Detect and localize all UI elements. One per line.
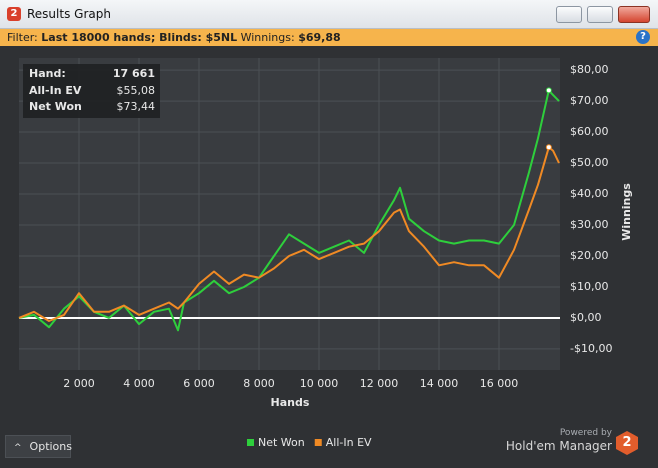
- product-logo: 2: [616, 431, 638, 455]
- tooltip: Hand: 17 661 All-In EV $55,08 Net Won $7…: [23, 64, 160, 118]
- legend-label: Net Won: [258, 436, 305, 449]
- title-bar: 2 Results Graph: [0, 0, 658, 29]
- y-axis-label: Winnings: [620, 183, 633, 241]
- y-tick-label: $30,00: [570, 218, 609, 231]
- window-title: Results Graph: [27, 7, 111, 21]
- help-button[interactable]: ?: [636, 30, 650, 44]
- y-tick-label: $40,00: [570, 187, 609, 200]
- hover-point: [545, 144, 552, 151]
- winnings-value: $69,88: [298, 31, 341, 44]
- minimize-button[interactable]: [556, 6, 582, 23]
- y-tick-label: $10,00: [570, 280, 609, 293]
- legend-swatch: [247, 439, 254, 446]
- y-tick-label: $50,00: [570, 156, 609, 169]
- x-tick-label: 16 000: [480, 377, 519, 390]
- y-tick-label: $70,00: [570, 94, 609, 107]
- x-axis-label: Hands: [271, 396, 310, 409]
- x-tick-label: 2 000: [63, 377, 95, 390]
- tooltip-value: 17 661: [113, 67, 155, 80]
- x-tick-label: 4 000: [123, 377, 155, 390]
- y-tick-label: $20,00: [570, 249, 609, 262]
- x-tick-label: 8 000: [243, 377, 275, 390]
- close-button[interactable]: [618, 6, 650, 23]
- x-tick-label: 12 000: [360, 377, 399, 390]
- y-tick-label: $80,00: [570, 63, 609, 76]
- powered-by: Powered by: [559, 428, 612, 438]
- y-tick-label: $60,00: [570, 125, 609, 138]
- options-button[interactable]: ^ Options: [5, 435, 72, 458]
- tooltip-value: $73,44: [117, 100, 156, 113]
- series-line: [18, 89, 560, 332]
- tooltip-box: [23, 64, 160, 118]
- x-tick-label: 6 000: [183, 377, 215, 390]
- x-tick-label: 14 000: [420, 377, 459, 390]
- series-line: [18, 146, 560, 322]
- filter-text: Last 18000 hands; Blinds: $5NL: [41, 31, 238, 44]
- y-tick-label: -$10,00: [570, 342, 612, 355]
- maximize-button[interactable]: [587, 6, 613, 23]
- filter-bar: Filter: Last 18000 hands; Blinds: $5NL W…: [0, 29, 658, 46]
- tooltip-label: All-In EV: [29, 84, 82, 97]
- legend-swatch: [314, 439, 322, 446]
- filter-label: Filter:: [7, 31, 38, 44]
- product-name: Hold'em Manager: [505, 439, 612, 453]
- winnings-label: Winnings:: [240, 31, 295, 44]
- tooltip-label: Hand:: [29, 67, 66, 80]
- app-icon: 2: [7, 7, 21, 21]
- x-tick-label: 10 000: [300, 377, 339, 390]
- hover-point: [545, 87, 552, 94]
- tooltip-value: $55,08: [117, 84, 156, 97]
- legend-label: All-In EV: [326, 436, 372, 449]
- options-label: Options: [29, 440, 72, 453]
- tooltip-label: Net Won: [29, 100, 82, 113]
- chart: Hand: 17 661 All-In EV $55,08 Net Won $7…: [18, 58, 633, 449]
- y-tick-label: $0,00: [570, 311, 602, 324]
